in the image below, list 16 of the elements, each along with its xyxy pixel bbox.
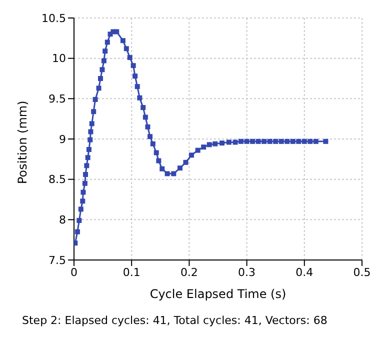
x-tick-label: 0.3: [238, 266, 256, 279]
x-tick-label: 0.4: [296, 266, 314, 279]
y-tick-label: 8: [59, 214, 66, 227]
y-tick-label: 7.5: [48, 254, 66, 267]
y-tick-label: 10.5: [42, 12, 66, 25]
x-tick-label: 0.5: [353, 266, 371, 279]
x-tick-label: 0.2: [180, 266, 198, 279]
x-tick-label: 0: [70, 266, 78, 279]
y-axis-title: Position (mm): [15, 100, 30, 184]
x-axis-title: Cycle Elapsed Time (s): [150, 287, 286, 301]
text: Step 2: Elapsed cycles: 41, Total cycles: 41, Vectors: 68: [22, 314, 328, 327]
x-tick-label: 0.1: [122, 266, 140, 279]
y-tick-label: 9.5: [48, 92, 66, 106]
y-tick-label: 9: [59, 132, 66, 146]
y-tick-label: 10: [52, 52, 66, 66]
y-tick-label: 8.5: [48, 173, 66, 186]
